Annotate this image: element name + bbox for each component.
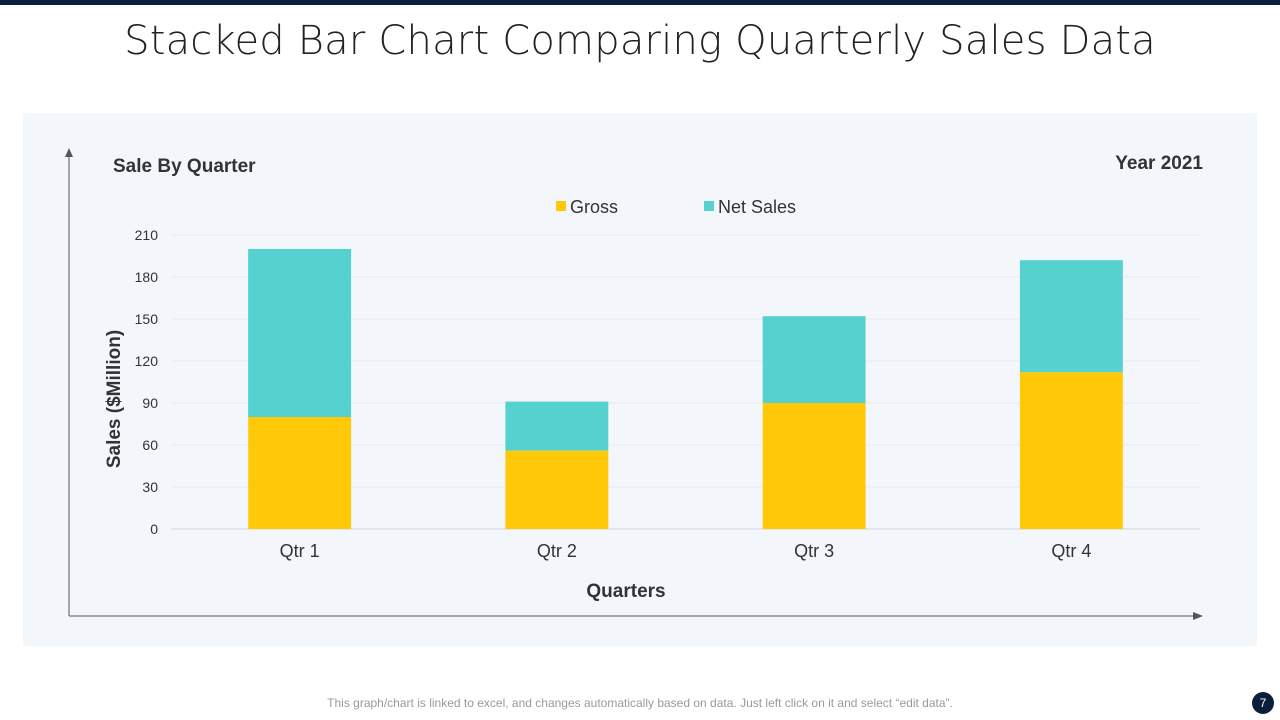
chart-panel[interactable]: 0 30 60 90 120 150 180 210 Qtr 1 Qtr 2 Qtr 3 Qtr 4… [23, 113, 1257, 646]
x-arrow-icon [1193, 612, 1203, 620]
x-category-label: Qtr 2 [537, 541, 577, 561]
y-tick-label: 90 [142, 395, 158, 411]
bar-gross-qtr-2[interactable] [505, 450, 609, 529]
top-accent-bar [0, 0, 1280, 5]
bar-gross-qtr-3[interactable] [762, 403, 866, 529]
bar-net-sales-qtr-2[interactable] [505, 401, 609, 451]
bar-net-sales-qtr-1[interactable] [248, 249, 352, 417]
y-tick-label: 180 [135, 269, 159, 285]
slide-title: Stacked Bar Chart Comparing Quarterly Sa… [124, 18, 1156, 64]
chart-title: Sale By Quarter [113, 156, 256, 177]
legend-swatch [704, 201, 714, 211]
legend-label: Gross [570, 197, 618, 217]
y-axis-title: Sales ($Million) [104, 330, 125, 468]
legend-label: Net Sales [718, 197, 796, 217]
x-category-label: Qtr 4 [1051, 541, 1091, 561]
legend-swatch [556, 201, 566, 211]
footnote-text: This graph/chart is linked to excel, and… [327, 696, 953, 710]
y-tick-label: 210 [135, 227, 159, 243]
page-number-badge: 7 [1252, 692, 1274, 714]
chart-year-label: Year 2021 [1115, 153, 1203, 174]
y-tick-label: 150 [135, 311, 159, 327]
x-axis-title: Quarters [586, 581, 665, 602]
x-category-label: Qtr 3 [794, 541, 834, 561]
y-arrow-icon [65, 148, 73, 157]
bar-net-sales-qtr-3[interactable] [762, 316, 866, 403]
y-tick-label: 120 [135, 353, 159, 369]
bar-gross-qtr-4[interactable] [1019, 372, 1123, 529]
stacked-bar-chart[interactable]: 0 30 60 90 120 150 180 210 Qtr 1 Qtr 2 Qtr 3 Qtr 4… [23, 113, 1257, 646]
y-tick-label: 0 [150, 521, 158, 537]
x-category-label: Qtr 1 [280, 541, 320, 561]
bar-gross-qtr-1[interactable] [248, 417, 352, 529]
y-tick-label: 60 [142, 437, 158, 453]
y-tick-label: 30 [142, 479, 158, 495]
bar-net-sales-qtr-4[interactable] [1019, 260, 1123, 373]
